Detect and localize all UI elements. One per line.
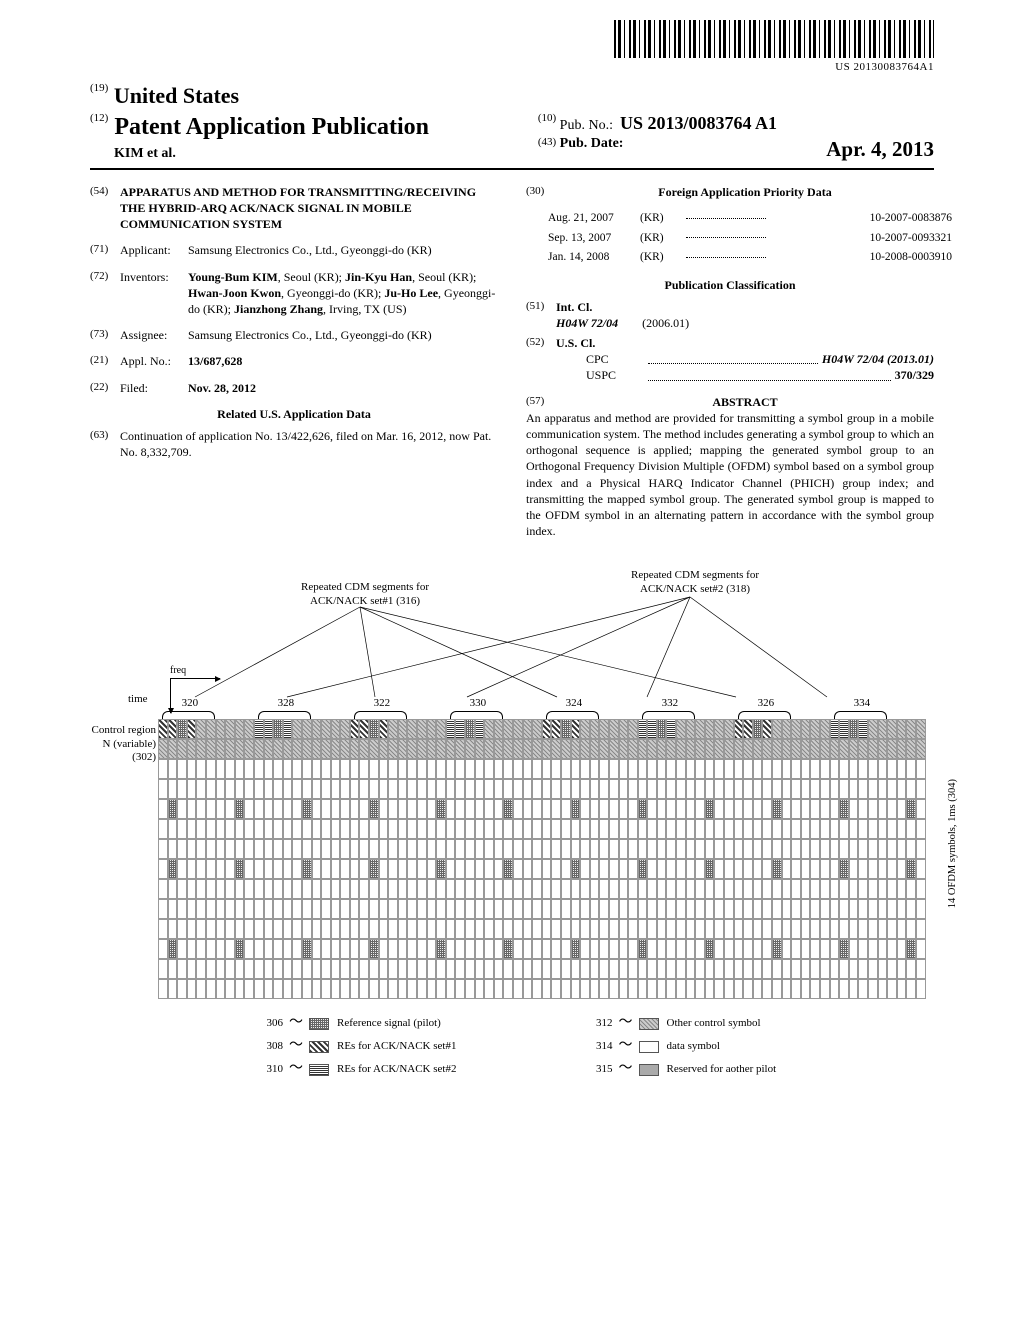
barcode-area: US 20130083764A1 (90, 20, 934, 75)
code-19: (19) (90, 82, 108, 94)
pubno-value: US 2013/0083764 A1 (620, 113, 777, 133)
time-label: time (128, 693, 148, 706)
pubdate-value: Apr. 4, 2013 (826, 135, 934, 163)
intcl: (51) Int. Cl.H04W 72/04 (2006.01) (526, 299, 934, 331)
biblio-columns: (54) APPARATUS AND METHOD FOR TRANSMITTI… (90, 184, 934, 540)
field-filed: (22) Filed: Nov. 28, 2012 (90, 380, 498, 396)
code-12: (12) (90, 112, 108, 124)
abstract-block: (57) ABSTRACT (526, 394, 934, 410)
pubclass-head: Publication Classification (526, 277, 934, 293)
right-column: (30) Foreign Application Priority Data A… (526, 184, 934, 540)
field-applicant: (71) Applicant: Samsung Electronics Co.,… (90, 242, 498, 258)
header: (19) United States (12) Patent Applicati… (90, 81, 934, 170)
author: KIM et al. (90, 145, 528, 164)
code-10: (10) (538, 112, 556, 124)
barcode-text: US 20130083764A1 (835, 60, 934, 75)
foreign-priority-head: (30) Foreign Application Priority Data (526, 184, 934, 200)
legend: 306〜Reference signal (pilot)308〜REs for … (255, 1014, 914, 1083)
barcode-graphic (614, 20, 934, 58)
left-column: (54) APPARATUS AND METHOD FOR TRANSMITTI… (90, 184, 498, 540)
figure: Repeated CDM segments forACK/NACK set#1 … (90, 569, 934, 1099)
doc-type: Patent Application Publication (114, 114, 429, 140)
abstract-text: An apparatus and method are provided for… (526, 410, 934, 540)
pubdate-label: Pub. Date: (560, 136, 624, 151)
priority-table: Aug. 21, 2007(KR)10-2007-0083876Sep. 13,… (546, 208, 954, 269)
fig-label-set1: Repeated CDM segments forACK/NACK set#1 … (285, 581, 445, 607)
related-head: Related U.S. Application Data (90, 406, 498, 422)
field-inventors: (72) Inventors: Young-Bum KIM, Seoul (KR… (90, 269, 498, 318)
uscl: (52) U.S. Cl. CPCH04W 72/04 (2013.01) US… (526, 335, 934, 384)
field-applno: (21) Appl. No.: 13/687,628 (90, 353, 498, 369)
code-43: (43) (538, 136, 556, 148)
country: United States (114, 83, 239, 108)
field-continuation: (63) Continuation of application No. 13/… (90, 428, 498, 460)
fig-label-set2: Repeated CDM segments forACK/NACK set#2 … (610, 569, 780, 595)
control-region-label: Control regionN (variable)(302) (84, 724, 156, 764)
grid (158, 719, 926, 999)
pubno-label: Pub. No.: (560, 118, 613, 133)
field-assignee: (73) Assignee: Samsung Electronics Co., … (90, 327, 498, 343)
field-title: (54) APPARATUS AND METHOD FOR TRANSMITTI… (90, 184, 498, 233)
side-label: 14 OFDM symbols, 1ms (304) (946, 779, 960, 908)
